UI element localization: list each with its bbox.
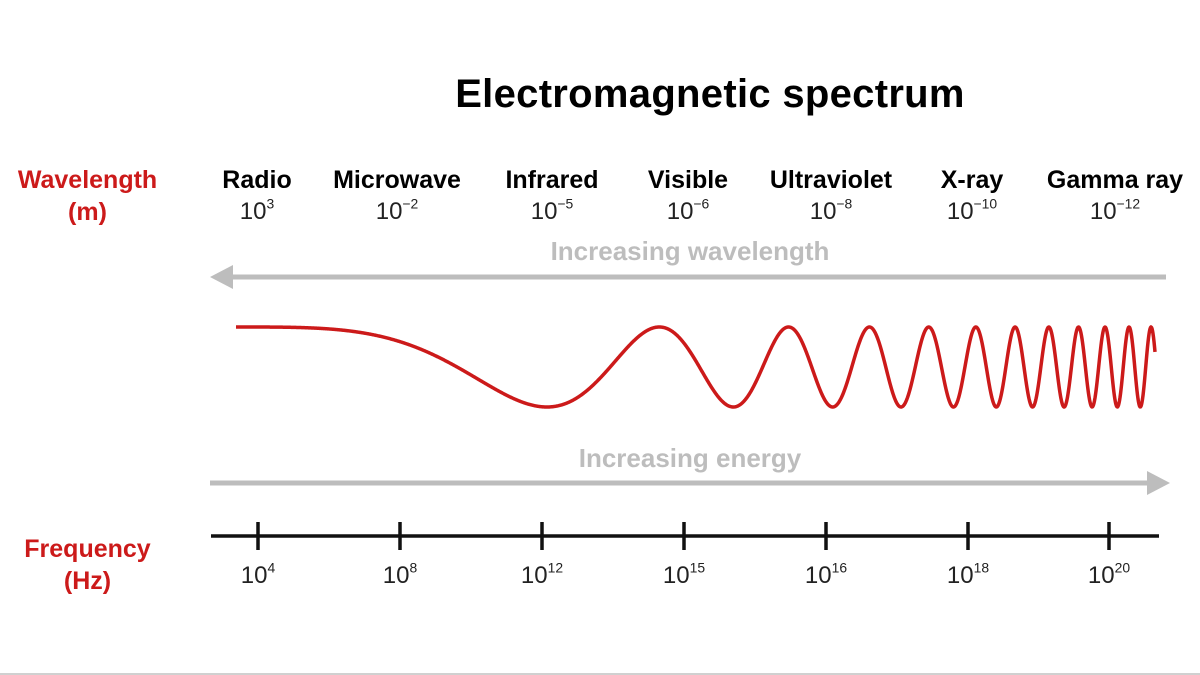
wavelength-axis-label: Wavelength (m) bbox=[0, 164, 175, 228]
band-wavelength: 10−10 bbox=[946, 195, 998, 225]
band-name: Gamma ray bbox=[1046, 166, 1184, 194]
diagram-title: Electromagnetic spectrum bbox=[455, 72, 965, 116]
wavelength-arrow-head bbox=[210, 265, 233, 289]
band-ultraviolet: Ultraviolet 10−8 bbox=[731, 163, 931, 227]
wavelength-unit-text: (m) bbox=[68, 198, 107, 226]
em-wave bbox=[234, 325, 1157, 409]
band-name: X-ray bbox=[940, 166, 1004, 194]
band-name: Visible bbox=[647, 166, 729, 194]
energy-arrow bbox=[210, 471, 1170, 495]
frequency-unit-text: (Hz) bbox=[63, 567, 112, 595]
band-infrared: Infrared 10−5 bbox=[452, 163, 652, 227]
frequency-tick-label: 1018 bbox=[946, 559, 990, 589]
band-microwave: Microwave 10−2 bbox=[297, 163, 497, 227]
frequency-tick-label: 1012 bbox=[520, 559, 564, 589]
band-wavelength: 10−6 bbox=[666, 195, 710, 225]
frequency-axis bbox=[211, 522, 1159, 550]
band-name: Infrared bbox=[505, 166, 599, 194]
band-name: Radio bbox=[222, 166, 292, 194]
band-wavelength: 10−2 bbox=[375, 195, 419, 225]
band-name: Ultraviolet bbox=[769, 166, 893, 194]
band-name: Microwave bbox=[333, 166, 461, 194]
band-gamma-ray: Gamma ray 10−12 bbox=[1015, 163, 1200, 227]
increasing-wavelength-label: Increasing wavelength bbox=[550, 236, 830, 266]
frequency-label-text: Frequency bbox=[24, 535, 151, 563]
frequency-tick-label: 1016 bbox=[804, 559, 848, 589]
band-visible: Visible 10−6 bbox=[588, 163, 788, 227]
band-wavelength: 10−8 bbox=[809, 195, 853, 225]
band-wavelength: 10−12 bbox=[1089, 195, 1141, 225]
wavelength-label-text: Wavelength bbox=[17, 166, 158, 194]
increasing-energy-label: Increasing energy bbox=[578, 443, 802, 473]
frequency-tick-label: 1020 bbox=[1087, 559, 1131, 589]
band-radio: Radio 103 bbox=[157, 163, 357, 227]
frequency-tick-label: 108 bbox=[382, 559, 418, 589]
bottom-divider bbox=[0, 673, 1200, 675]
band-x-ray: X-ray 10−10 bbox=[872, 163, 1072, 227]
energy-arrow-head bbox=[1147, 471, 1170, 495]
frequency-tick-label: 104 bbox=[240, 559, 276, 589]
wavelength-arrow bbox=[210, 265, 1166, 289]
band-wavelength: 10−5 bbox=[530, 195, 574, 225]
frequency-axis-label: Frequency (Hz) bbox=[0, 533, 175, 597]
band-wavelength: 103 bbox=[239, 195, 275, 225]
frequency-tick-label: 1015 bbox=[662, 559, 706, 589]
